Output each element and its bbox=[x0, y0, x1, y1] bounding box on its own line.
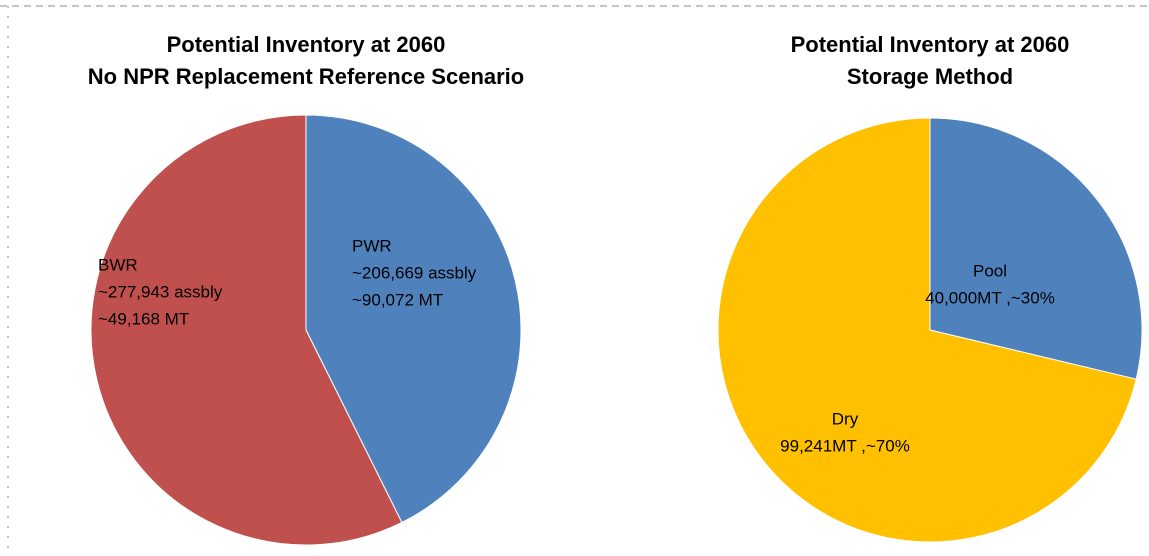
pie-slice bbox=[929, 117, 1143, 380]
chart-title: Potential Inventory at 2060 bbox=[167, 32, 446, 57]
value-label: ~206,669 assbly bbox=[352, 263, 477, 282]
chart-title: Potential Inventory at 2060 bbox=[791, 32, 1070, 57]
mass-label: ~49,168 MT bbox=[98, 309, 189, 328]
value-label: ~277,943 assbly bbox=[98, 282, 223, 301]
pie-slice bbox=[305, 114, 522, 524]
mass-label: ~90,072 MT bbox=[352, 290, 443, 309]
slice-label: BWR bbox=[98, 255, 138, 274]
slice-label: Dry bbox=[832, 409, 859, 428]
value-label: 99,241MT ,~70% bbox=[780, 436, 910, 455]
slice-label: PWR bbox=[352, 236, 392, 255]
slice-label: Pool bbox=[973, 261, 1007, 280]
chart-subtitle: No NPR Replacement Reference Scenario bbox=[88, 64, 525, 89]
pie-slice bbox=[90, 114, 403, 546]
chart-subtitle: Storage Method bbox=[847, 64, 1013, 89]
value-label: 40,000MT ,~30% bbox=[925, 288, 1055, 307]
pie-slice bbox=[717, 117, 1137, 543]
